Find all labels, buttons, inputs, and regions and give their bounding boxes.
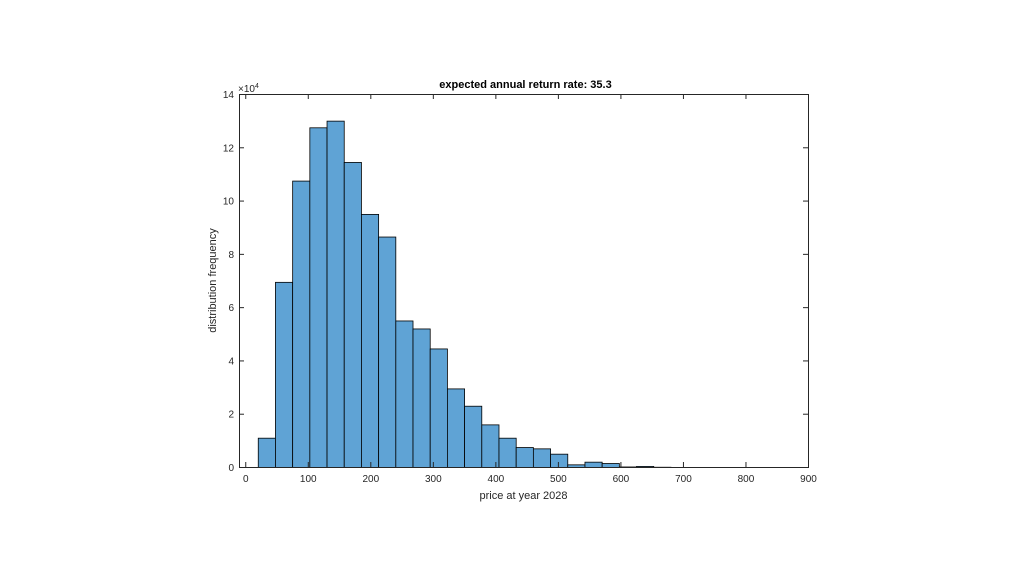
x-tick-label: 900 xyxy=(800,474,817,485)
x-tick-label: 800 xyxy=(738,474,755,485)
histogram-bar xyxy=(447,388,465,468)
y-tick-label: 8 xyxy=(228,250,234,261)
histogram-bar xyxy=(326,120,345,468)
x-tick-label: 300 xyxy=(425,474,442,485)
y-tick-label: 4 xyxy=(228,356,234,367)
histogram-bar xyxy=(378,236,397,468)
y-tick-label: 10 xyxy=(223,197,235,208)
histogram-bar xyxy=(275,281,294,468)
histogram-bar xyxy=(550,453,569,468)
histogram-bar xyxy=(498,437,517,468)
x-tick-label: 700 xyxy=(675,474,692,485)
histogram-bar xyxy=(481,424,500,468)
plot-frame xyxy=(239,94,809,468)
x-tick-label: 600 xyxy=(613,474,630,485)
axis-ticks: 0 100 200 300 400 500 600 700 800 900 0 2 4 6 8 10 12 14 xyxy=(223,90,817,485)
y-tick-label: 14 xyxy=(223,90,235,101)
histogram-bar xyxy=(292,180,311,468)
y-exponent-power: 4 xyxy=(255,83,259,90)
x-tick-label: 500 xyxy=(550,474,567,485)
y-tick-label: 12 xyxy=(223,143,235,154)
histogram-bar xyxy=(601,463,620,468)
histogram-bar xyxy=(584,461,603,468)
histogram-bar xyxy=(429,348,448,468)
histogram-bar xyxy=(395,320,414,468)
histogram-bar xyxy=(532,448,551,468)
histogram-bar xyxy=(412,328,431,468)
y-axis-label: distribution frequency xyxy=(207,228,219,333)
y-tick-label: 6 xyxy=(228,303,234,314)
histogram-bar xyxy=(361,213,380,468)
x-tick-label: 400 xyxy=(488,474,505,485)
chart-title: expected annual return rate: 35.3 xyxy=(439,79,611,91)
histogram-bars xyxy=(257,120,672,468)
y-tick-label: 2 xyxy=(228,410,234,421)
histogram-bar xyxy=(257,437,276,468)
x-tick-label: 200 xyxy=(362,474,379,485)
y-tick-label: 0 xyxy=(228,463,234,474)
histogram-bar xyxy=(343,162,362,468)
x-tick-label: 100 xyxy=(300,474,317,485)
histogram-bar xyxy=(464,405,483,468)
y-axis-exponent: ×104 xyxy=(238,83,259,95)
x-axis-label: price at year 2028 xyxy=(479,490,567,502)
x-tick-label: 0 xyxy=(243,474,249,485)
histogram-bar xyxy=(515,447,534,468)
y-exponent-base: ×10 xyxy=(238,84,255,95)
histogram-bar xyxy=(309,127,328,468)
